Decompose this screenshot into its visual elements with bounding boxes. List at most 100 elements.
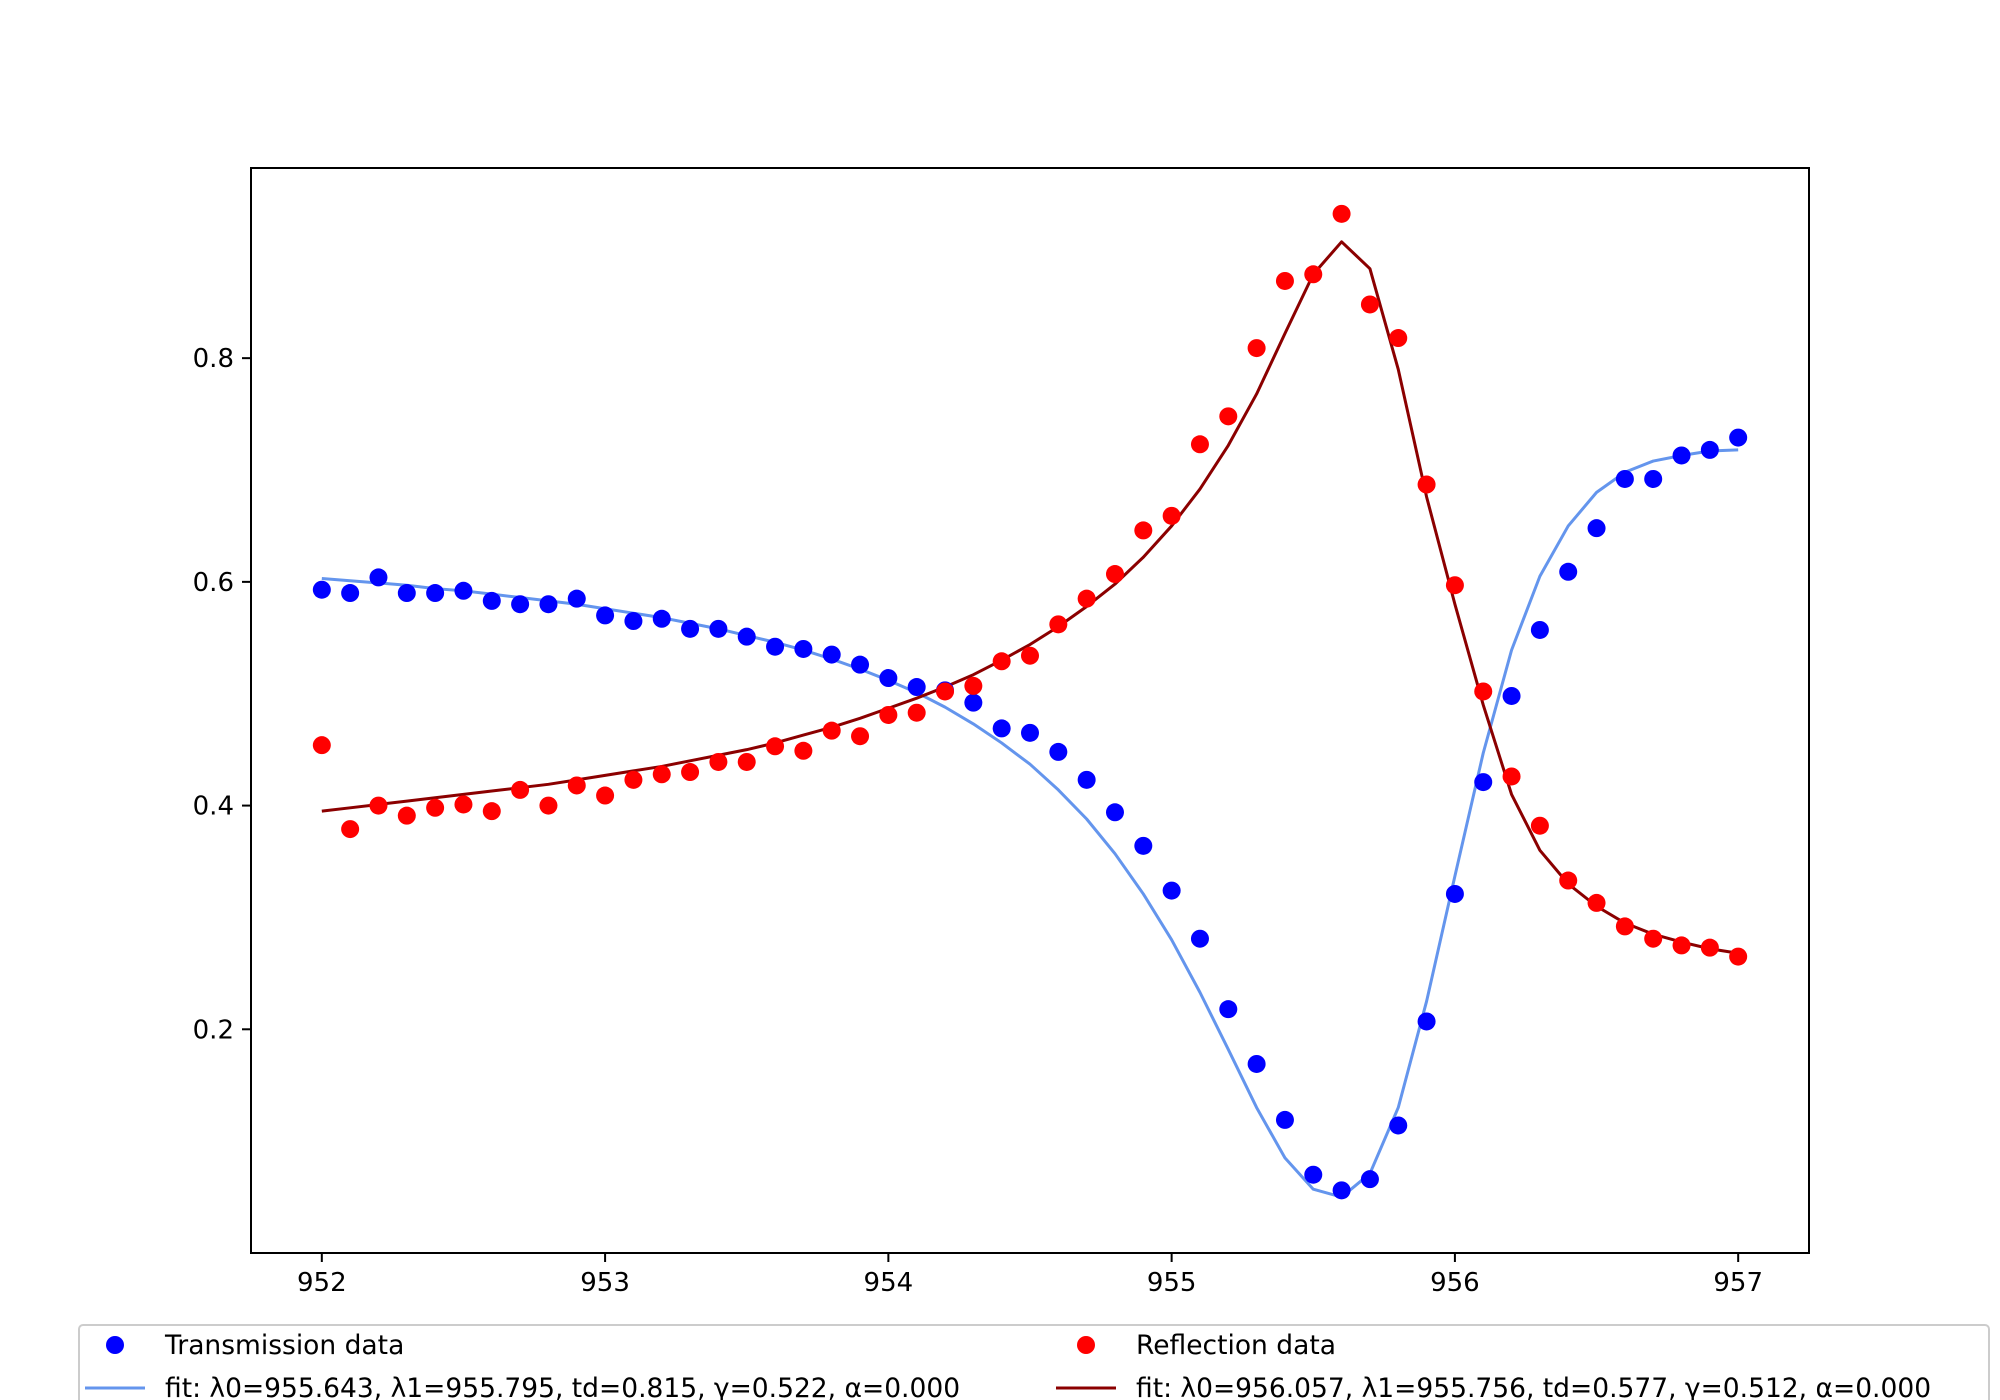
data-point [1559, 871, 1578, 890]
data-point [822, 645, 841, 664]
data-point [907, 703, 926, 722]
data-point [482, 802, 501, 821]
data-point [1134, 521, 1153, 540]
legend-label: fit: λ0=955.643, λ1=955.795, td=0.815, γ… [165, 1373, 960, 1400]
data-point [1247, 1054, 1266, 1073]
data-point [1672, 446, 1691, 465]
data-point [624, 612, 643, 631]
data-point [511, 780, 530, 799]
data-point [1587, 893, 1606, 912]
x-tick-label: 954 [864, 1268, 914, 1298]
data-point [1700, 440, 1719, 459]
x-tick-label: 955 [1147, 1268, 1197, 1298]
data-point [539, 796, 558, 815]
y-tick-label: 0.6 [193, 568, 234, 598]
data-point [482, 591, 501, 610]
data-point [652, 609, 671, 628]
data-point [1474, 773, 1493, 792]
data-point [1445, 884, 1464, 903]
data-point [1134, 836, 1153, 855]
data-point [1360, 295, 1379, 314]
data-point [312, 580, 331, 599]
data-point [652, 765, 671, 784]
x-tick-label: 956 [1430, 1268, 1480, 1298]
y-tick-label: 0.2 [193, 1015, 234, 1045]
data-point [1077, 589, 1096, 608]
data-point [992, 652, 1011, 671]
data-point [511, 595, 530, 614]
data-point [794, 741, 813, 760]
legend-label: Reflection data [1136, 1330, 1336, 1361]
data-point [1219, 407, 1238, 426]
data-point [1502, 767, 1521, 786]
data-point [1417, 475, 1436, 494]
data-point [1729, 947, 1748, 966]
data-point [426, 798, 445, 817]
data-point [737, 627, 756, 646]
data-point [1021, 723, 1039, 742]
data-point [709, 752, 728, 771]
axes-frame [250, 167, 1810, 1254]
data-point [907, 678, 926, 697]
data-point [1530, 816, 1549, 835]
data-point [369, 796, 388, 815]
data-point [596, 606, 615, 625]
data-point [879, 705, 898, 724]
data-point [454, 581, 473, 600]
data-point [1672, 936, 1691, 955]
data-point [851, 727, 870, 746]
data-point [1190, 435, 1209, 454]
data-point [1644, 469, 1663, 488]
data-point [1729, 428, 1748, 447]
data-point [709, 619, 728, 638]
data-point [1587, 519, 1606, 538]
data-point [596, 786, 615, 805]
data-point [1360, 1170, 1379, 1189]
data-point [1162, 506, 1181, 525]
data-point [766, 637, 785, 656]
data-point [737, 752, 756, 771]
data-point [822, 721, 841, 740]
data-point [766, 737, 785, 756]
legend-label: fit: λ0=956.057, λ1=955.756, td=0.577, γ… [1136, 1373, 1931, 1400]
data-point [1559, 562, 1578, 581]
data-point [1304, 265, 1323, 284]
data-point [1105, 565, 1124, 584]
data-point [397, 806, 416, 825]
data-point [454, 795, 473, 814]
data-point [681, 763, 700, 782]
data-point [964, 676, 983, 695]
fit-line-1 [321, 448, 1739, 1199]
data-point [1219, 1000, 1238, 1019]
x-tick-label: 957 [1713, 1268, 1763, 1298]
legend-label: Transmission data [164, 1330, 404, 1361]
data-point [992, 719, 1011, 738]
data-point [1275, 271, 1294, 290]
data-point [1332, 204, 1351, 223]
data-point [624, 770, 643, 789]
data-point [936, 682, 955, 701]
data-point [1615, 469, 1634, 488]
data-point [341, 584, 360, 603]
data-point [1389, 329, 1408, 348]
data-point [567, 776, 586, 795]
data-point [1190, 929, 1209, 948]
data-point [312, 736, 331, 755]
data-point [1417, 1012, 1436, 1031]
data-point [341, 820, 360, 839]
data-point [681, 619, 700, 638]
data-point [1445, 576, 1464, 595]
data-point [1474, 682, 1493, 701]
legend-marker [1077, 1336, 1095, 1354]
data-point [1615, 917, 1634, 936]
x-tick-label: 953 [580, 1268, 630, 1298]
y-tick-label: 0.8 [193, 344, 234, 374]
data-point [1332, 1181, 1351, 1200]
data-point [567, 589, 586, 608]
axes-layer: 952 953 954 955 956 957 0.2 0.4 0.6 0.8 [193, 167, 1810, 1298]
data-point [851, 655, 870, 674]
legend-box [78, 1324, 1990, 1400]
legend-marker [106, 1336, 124, 1354]
data-point [1247, 339, 1266, 358]
